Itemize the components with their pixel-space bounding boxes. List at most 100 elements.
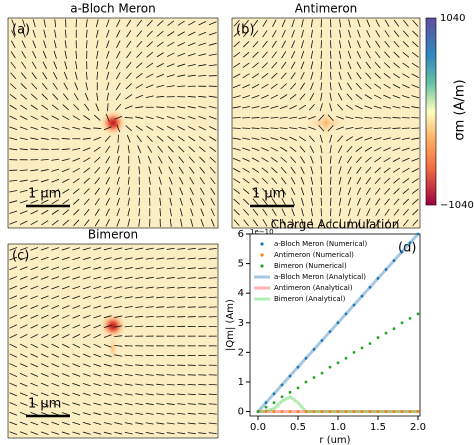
spin-arrow [9, 256, 18, 261]
spin-arrow [329, 134, 333, 143]
spin-arrow [93, 257, 102, 260]
spin-arrow [402, 73, 410, 79]
spin-arrow [82, 402, 91, 406]
spin-arrow [93, 276, 102, 280]
spin-arrow [9, 148, 18, 151]
spin-arrow [260, 117, 269, 119]
spin-arrow [52, 82, 58, 90]
spin-arrow [93, 295, 102, 299]
spin-arrow [96, 61, 99, 70]
spin-arrow [373, 127, 382, 130]
spin-arrow [347, 197, 352, 206]
spin-arrow [393, 188, 400, 195]
spin-arrow [374, 167, 381, 174]
spin-arrow [356, 166, 362, 174]
spin-arrow [64, 50, 67, 59]
spin-arrow [198, 383, 207, 386]
data-point [312, 376, 316, 379]
spin-arrow [242, 95, 251, 99]
spin-arrow [61, 126, 70, 130]
spin-arrow [138, 197, 140, 206]
spin-arrow [115, 82, 121, 90]
spin-arrow [291, 19, 295, 28]
spin-arrow [9, 137, 18, 141]
spin-arrow [82, 305, 91, 309]
spin-arrow [261, 177, 269, 184]
spin-arrow [114, 286, 123, 289]
spin-arrow [338, 176, 342, 185]
spin-arrow [10, 51, 16, 59]
spin-arrow [105, 218, 110, 227]
spin-arrow [93, 324, 102, 329]
spin-arrow [103, 383, 112, 387]
spin-arrow [103, 334, 112, 338]
spin-arrow [348, 19, 351, 28]
spin-arrow [166, 286, 175, 289]
spin-arrow [41, 220, 49, 226]
spin-arrow [177, 412, 186, 415]
spin-arrow [189, 187, 194, 196]
spin-arrow [251, 73, 260, 79]
spin-arrow [40, 431, 49, 435]
spin-arrow [30, 210, 39, 215]
spin-arrow [156, 286, 165, 289]
spin-arrow [383, 62, 391, 69]
spin-arrow [103, 257, 112, 260]
spin-arrow [187, 247, 196, 250]
spin-arrow [114, 305, 123, 309]
spin-arrow [375, 208, 381, 216]
spin-arrow [356, 61, 362, 69]
spin-arrow [233, 52, 241, 58]
spin-arrow [145, 432, 154, 435]
spin-arrow [290, 83, 297, 90]
spin-arrow [72, 343, 81, 348]
spin-arrow [356, 40, 361, 49]
spin-arrow [9, 295, 18, 300]
spin-arrow [310, 29, 313, 38]
spin-arrow [242, 51, 250, 58]
spin-arrow [156, 41, 164, 47]
legend-marker [260, 253, 264, 257]
spin-arrow [374, 187, 381, 195]
spin-arrow [290, 61, 296, 69]
data-point [264, 401, 268, 405]
spin-arrow [51, 276, 60, 280]
spin-arrow [166, 412, 175, 415]
y-tick-label: 3 [238, 318, 244, 329]
spin-arrow [354, 127, 363, 130]
spin-arrow [280, 156, 287, 163]
spin-arrow [233, 41, 240, 48]
spin-arrow [198, 64, 207, 67]
spin-arrow [156, 63, 164, 68]
spin-arrow [168, 156, 174, 164]
spin-arrow [347, 71, 352, 80]
spin-arrow [64, 61, 68, 70]
spin-arrow [9, 334, 18, 339]
spin-arrow [411, 106, 420, 109]
spin-arrow [9, 220, 18, 225]
colorbar-min: −1040 [440, 200, 474, 211]
spin-arrow [124, 412, 133, 415]
spin-arrow [93, 305, 102, 309]
spin-arrow [198, 432, 207, 435]
spin-arrow [63, 82, 69, 90]
spin-arrow [156, 306, 165, 308]
spin-arrow [106, 50, 110, 59]
spin-arrow [86, 40, 88, 49]
spin-arrow [93, 363, 102, 367]
spin-arrow [280, 167, 287, 174]
spin-arrow [82, 383, 91, 387]
spin-arrow [232, 95, 241, 99]
spin-arrow [32, 40, 37, 49]
spin-arrow [392, 157, 401, 162]
spin-arrow [300, 82, 305, 90]
spin-arrow [177, 85, 186, 88]
spin-arrow [412, 30, 419, 37]
spin-arrow [156, 393, 165, 396]
data-point [368, 342, 372, 345]
spin-arrow [271, 167, 278, 174]
spin-arrow [124, 402, 133, 406]
spin-arrow [242, 106, 251, 109]
spin-arrow [320, 82, 323, 91]
legend-label: a-Bloch Meron (Analytical) [274, 273, 366, 281]
